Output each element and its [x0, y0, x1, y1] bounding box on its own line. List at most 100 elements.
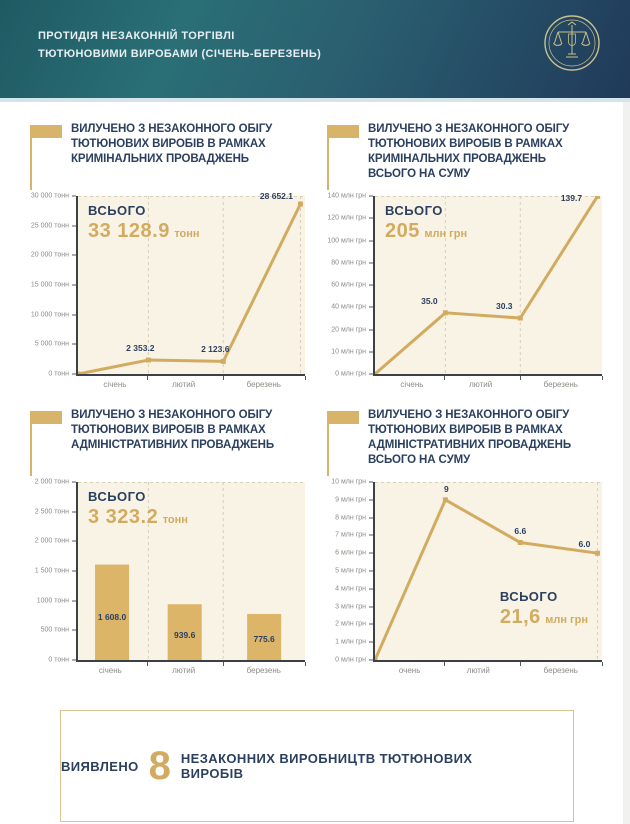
x-axis-tick	[602, 376, 603, 380]
x-axis: січень лютий березень	[373, 376, 603, 394]
line-chart-criminal-money: 140 млн грн 120 млн грн 100 млн грн 80 млн …	[327, 193, 603, 394]
y-tick-label: 30 000 тонн	[31, 193, 76, 200]
x-axis-tick	[222, 376, 224, 380]
data-point-value-label: 30.3	[495, 301, 513, 312]
x-axis-tick	[519, 376, 521, 380]
data-point-value-label: 28 652.1	[259, 191, 293, 201]
plot-area: ВСЬОГО 21,6 млн грн 9 6.6 6.0	[373, 482, 602, 662]
x-category-label: березень	[543, 380, 578, 389]
x-axis: січень лютий березень	[76, 376, 306, 394]
total-label: ВСЬОГО	[88, 489, 146, 504]
x-axis-tick	[146, 376, 148, 380]
bar-series	[78, 482, 305, 660]
chart-widget-administrative-money: ВИЛУЧЕНО З НЕЗАКОННОГО ОБІГУ ТЮТЮНОВИХ В…	[327, 408, 603, 680]
plot-area: ВСЬОГО 33 128.9 тонн 2 353.2 2 123.6 28 65…	[76, 191, 305, 376]
x-category-label: очень	[398, 666, 421, 675]
y-tick-label: 1 млн грн	[335, 639, 373, 646]
y-tick-label: 40 млн грн	[331, 304, 373, 311]
data-point-value-label: 2 353.2	[126, 343, 155, 354]
x-category-label: березень	[543, 666, 578, 675]
data-point-marker	[594, 196, 600, 199]
y-axis: 30 000 тонн 25 000 тонн 20 000 тонн 15 000 …	[30, 193, 76, 378]
y-tick-label: 0 тонн	[48, 657, 76, 664]
bar-value-label: 775.6	[253, 634, 275, 645]
total-label: ВСЬОГО	[499, 588, 558, 604]
trend-line	[375, 196, 599, 374]
x-category-label: січень	[98, 666, 122, 675]
summary-banner: ВИЯВЛЕНО 8 НЕЗАКОННИХ ВИРОБНИЦТВ ТЮТЮНОВ…	[60, 710, 574, 822]
data-point-value-label: 139.7	[560, 193, 583, 204]
x-category-label: березень	[246, 666, 281, 675]
data-point-marker	[517, 540, 523, 546]
y-tick-label: 500 тонн	[41, 627, 76, 634]
chart-total: ВСЬОГО 21,6 млн грн	[500, 589, 588, 629]
y-tick-label: 0 млн грн	[335, 657, 373, 664]
chart-title: ВИЛУЧЕНО З НЕЗАКОННОГО ОБІГУ ТЮТЮНОВИХ В…	[71, 409, 274, 451]
line-series	[78, 196, 305, 374]
data-point-marker	[594, 550, 600, 556]
bar-value-label: 1 608.0	[97, 612, 127, 623]
total-label: ВСЬОГО	[385, 203, 443, 218]
x-category-label: лютий	[466, 666, 490, 675]
chart-widget-administrative-tons: ВИЛУЧЕНО З НЕЗАКОННОГО ОБІГУ ТЮТЮНОВИХ В…	[30, 408, 306, 680]
chart-total: ВСЬОГО 205 млн грн	[385, 203, 467, 243]
data-point-marker	[220, 358, 226, 364]
data-point-value-label: 2 123.6	[201, 344, 230, 355]
chart-title: ВИЛУЧЕНО З НЕЗАКОННОГО ОБІГУ ТЮТЮНОВИХ В…	[71, 123, 273, 165]
bar	[95, 564, 130, 660]
data-point-marker	[442, 497, 448, 503]
y-tick-label: 1 500 тонн	[35, 568, 76, 575]
y-tick-label: 100 млн грн	[327, 237, 373, 244]
chart-total: ВСЬОГО 3 323.2 тонн	[88, 489, 188, 529]
page-edge-strip	[623, 102, 630, 824]
data-point-marker	[517, 315, 523, 321]
total-value: 205	[385, 220, 420, 242]
x-category-label: лютий	[172, 666, 196, 675]
x-axis-tick	[519, 662, 521, 666]
y-tick-label: 9 млн грн	[335, 496, 373, 503]
chart-total: ВСЬОГО 33 128.9 тонн	[88, 203, 200, 243]
data-point-marker	[145, 357, 151, 363]
data-point-marker	[297, 201, 303, 207]
y-tick-label: 5 млн грн	[335, 568, 373, 575]
y-tick-label: 10 000 тонн	[31, 311, 76, 318]
x-axis-tick	[443, 662, 445, 666]
data-point-value-label: 6.6	[514, 525, 527, 536]
header: ПРОТИДІЯ НЕЗАКОННІЙ ТОРГІВЛІ ТЮТЮНОВИМИ …	[0, 0, 630, 98]
y-tick-label: 2 000 тонн	[35, 479, 76, 486]
y-tick-label: 2 000 тонн	[35, 538, 76, 545]
line-series	[375, 482, 602, 660]
chart-widget-criminal-tons: ВИЛУЧЕНО З НЕЗАКОННОГО ОБІГУ ТЮТЮНОВИХ В…	[30, 122, 306, 394]
plot-area: ВСЬОГО 205 млн грн 35.0 30.3 139.7	[373, 193, 602, 376]
section-bullet-icon	[327, 125, 359, 190]
scales-icon	[553, 21, 591, 58]
header-divider	[0, 98, 630, 102]
fiscal-service-emblem-logo	[544, 15, 600, 71]
trend-line	[78, 203, 302, 374]
y-tick-label: 5 000 тонн	[35, 341, 76, 348]
x-axis-tick	[443, 376, 445, 380]
bar-value-label: 939.6	[174, 629, 196, 640]
section-bullet-icon	[327, 411, 359, 476]
data-point-value-label: 9	[443, 483, 449, 494]
bar	[247, 613, 282, 660]
data-point-marker	[375, 657, 378, 660]
banner-suffix: НЕЗАКОННИХ ВИРОБНИЦТВ ТЮТЮНОВИХ ВИРОБІВ	[180, 751, 473, 781]
header-title: ПРОТИДІЯ НЕЗАКОННІЙ ТОРГІВЛІ ТЮТЮНОВИМИ …	[38, 27, 321, 63]
data-point-marker	[78, 371, 81, 374]
total-unit: млн грн	[424, 228, 468, 240]
total-value: 21,6	[499, 605, 541, 628]
x-axis-tick	[305, 376, 306, 380]
banner-prefix: ВИЯВЛЕНО	[61, 758, 139, 774]
y-tick-label: 20 млн грн	[331, 326, 373, 333]
y-tick-label: 4 млн грн	[335, 585, 373, 592]
y-tick-label: 7 млн грн	[335, 532, 373, 539]
x-category-label: січень	[400, 380, 424, 389]
x-axis: очень лютий березень	[373, 662, 603, 680]
line-series	[375, 196, 602, 374]
x-axis: січень лютий березень	[76, 662, 306, 680]
header-title-line2: ТЮТЮНОВИМИ ВИРОБАМИ (СІЧЕНЬ-БЕРЕЗЕНЬ)	[38, 48, 322, 61]
x-axis-tick	[146, 662, 148, 666]
total-unit: млн грн	[545, 613, 589, 626]
y-tick-label: 10 млн грн	[331, 479, 373, 486]
